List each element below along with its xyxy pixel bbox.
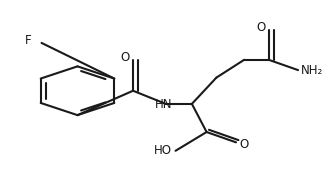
Text: F: F: [25, 34, 32, 47]
Text: O: O: [120, 51, 129, 64]
Text: NH₂: NH₂: [301, 64, 324, 77]
Text: O: O: [239, 138, 248, 151]
Text: HO: HO: [154, 144, 172, 157]
Text: HN: HN: [155, 98, 173, 111]
Text: O: O: [256, 21, 265, 34]
